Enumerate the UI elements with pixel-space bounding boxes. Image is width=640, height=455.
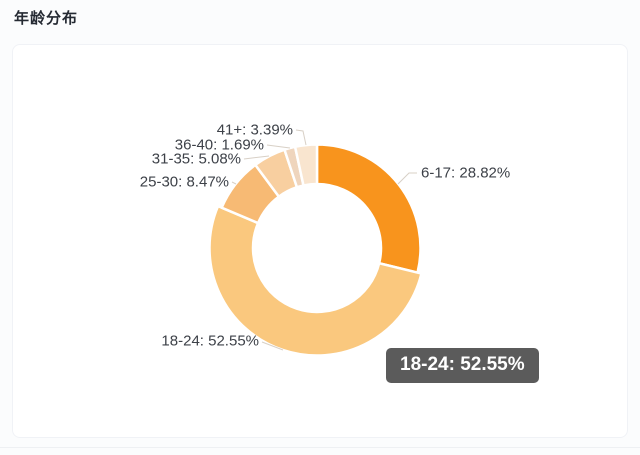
bottom-divider bbox=[0, 447, 640, 448]
age-distribution-donut-chart: 6-17: 28.82% 18-24: 52.55% 25-30: 8.47% 31-… bbox=[140, 122, 510, 357]
chart-tooltip: 18-24: 52.55% bbox=[386, 348, 539, 383]
slice-label-36-40: 36-40: 1.69% bbox=[175, 137, 264, 154]
pie-slice-18-24[interactable] bbox=[208, 204, 423, 357]
leader-line-36-40 bbox=[266, 144, 291, 149]
leader-line-25-30 bbox=[231, 181, 237, 185]
tooltip-text: 18-24: 52.55% bbox=[400, 354, 525, 375]
slice-label-6-17: 6-17: 28.82% bbox=[421, 165, 510, 182]
pie-slice-41+[interactable] bbox=[293, 143, 319, 187]
slice-label-31-35: 31-35: 5.08% bbox=[152, 151, 241, 168]
slice-label-25-30: 25-30: 8.47% bbox=[140, 174, 229, 191]
leader-line-18-24 bbox=[261, 341, 284, 351]
pie-slice-6-17[interactable] bbox=[315, 143, 422, 274]
slice-label-18-24: 18-24: 52.55% bbox=[161, 333, 259, 350]
slice-label-41+: 41+: 3.39% bbox=[217, 122, 293, 139]
leader-line-6-17 bbox=[397, 172, 417, 185]
leader-line-41+ bbox=[295, 129, 307, 146]
page-title: 年龄分布 bbox=[14, 10, 79, 27]
leader-line-31-35 bbox=[243, 155, 270, 160]
chart-card: 6-17: 28.82% 18-24: 52.55% 25-30: 8.47% 31-… bbox=[12, 44, 628, 438]
